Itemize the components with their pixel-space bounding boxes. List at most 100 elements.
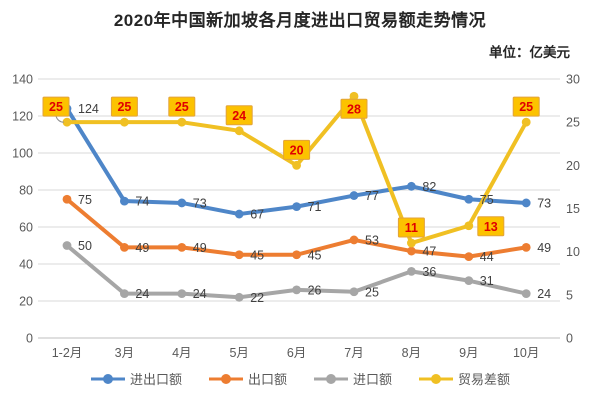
data-point-marker bbox=[407, 267, 416, 276]
data-label: 25 bbox=[365, 285, 379, 299]
data-point-marker bbox=[177, 242, 187, 252]
data-label: 26 bbox=[308, 283, 322, 297]
data-label: 36 bbox=[422, 265, 436, 279]
left-axis-tick-label: 60 bbox=[19, 221, 33, 235]
data-label: 82 bbox=[422, 180, 436, 194]
x-axis-label: 1-2月 bbox=[52, 346, 83, 360]
chart-legend: 进出口额 出口额 进口额 贸易差额 bbox=[0, 369, 600, 388]
legend-item-出口额: 出口额 bbox=[208, 369, 287, 388]
data-point-marker bbox=[464, 252, 474, 261]
legend-marker-icon bbox=[208, 373, 243, 384]
data-point-marker bbox=[234, 126, 244, 136]
boxed-data-label bbox=[42, 96, 70, 117]
data-point-marker bbox=[464, 276, 474, 286]
legend-item-进口额: 进口额 bbox=[313, 369, 392, 388]
data-point-marker bbox=[234, 209, 244, 219]
data-label: 73 bbox=[537, 196, 551, 210]
right-axis-tick-label: 30 bbox=[566, 73, 580, 87]
data-label: 24 bbox=[193, 287, 207, 301]
data-label: 44 bbox=[480, 250, 494, 264]
x-axis-label: 9月 bbox=[459, 346, 478, 360]
data-point-marker bbox=[292, 285, 301, 295]
data-point-marker bbox=[407, 181, 416, 191]
boxed-data-label bbox=[168, 96, 196, 117]
data-label: 45 bbox=[308, 248, 322, 262]
data-label: 24 bbox=[135, 287, 149, 301]
boxed-data-label bbox=[340, 98, 368, 119]
data-point-marker bbox=[521, 289, 531, 298]
data-point-marker bbox=[292, 202, 301, 212]
boxed-data-label-text: 25 bbox=[175, 100, 189, 114]
data-point-marker bbox=[521, 242, 531, 252]
x-axis-label: 6月 bbox=[287, 346, 306, 360]
left-axis-tick-label: 20 bbox=[19, 295, 33, 309]
x-axis-label: 5月 bbox=[229, 346, 248, 360]
boxed-data-label bbox=[225, 105, 253, 126]
data-label: 49 bbox=[193, 241, 207, 255]
data-label: 73 bbox=[193, 196, 207, 210]
right-axis-tick-label: 15 bbox=[566, 202, 580, 216]
right-axis-tick-label: 20 bbox=[566, 159, 580, 173]
legend-marker-icon bbox=[314, 373, 348, 384]
left-axis-tick-label: 100 bbox=[12, 147, 33, 161]
data-point-marker bbox=[177, 289, 187, 298]
data-label: 75 bbox=[480, 193, 494, 207]
data-point-marker bbox=[292, 160, 301, 170]
boxed-data-label-text: 25 bbox=[117, 100, 131, 114]
legend-label: 贸易差额 bbox=[458, 372, 511, 387]
boxed-data-label bbox=[110, 96, 138, 117]
left-axis-tick-label: 120 bbox=[12, 110, 33, 124]
data-label: 31 bbox=[480, 274, 494, 288]
boxed-data-label bbox=[477, 216, 505, 237]
data-point-marker bbox=[62, 194, 72, 204]
data-point-marker bbox=[521, 198, 531, 208]
data-label: 50 bbox=[78, 239, 92, 253]
x-axis-label: 8月 bbox=[402, 346, 421, 360]
boxed-data-label-text: 25 bbox=[519, 100, 533, 114]
x-axis-label: 3月 bbox=[115, 346, 134, 360]
data-point-marker bbox=[62, 241, 72, 250]
boxed-data-label-text: 20 bbox=[290, 143, 304, 157]
data-point-marker bbox=[349, 235, 359, 245]
data-label: 75 bbox=[78, 193, 92, 207]
data-label: 74 bbox=[135, 195, 149, 209]
data-point-marker bbox=[120, 242, 129, 252]
data-point-marker bbox=[177, 198, 187, 208]
left-axis-tick-label: 140 bbox=[12, 73, 33, 87]
right-axis-tick-label: 25 bbox=[566, 116, 580, 130]
data-label: 53 bbox=[365, 233, 379, 247]
data-point-marker bbox=[407, 238, 416, 248]
legend-item-进出口额: 进出口额 bbox=[90, 369, 182, 388]
boxed-data-label-text: 13 bbox=[484, 220, 498, 234]
data-point-marker bbox=[521, 117, 531, 127]
legend-item-贸易差额: 贸易差额 bbox=[418, 369, 510, 388]
data-point-marker bbox=[464, 221, 474, 231]
data-point-marker bbox=[292, 250, 301, 260]
label-leader-line bbox=[55, 115, 65, 123]
legend-marker-icon bbox=[419, 373, 454, 384]
data-point-marker bbox=[120, 289, 129, 298]
boxed-data-label-text: 25 bbox=[49, 100, 63, 114]
legend-label: 进出口额 bbox=[129, 372, 182, 387]
legend-marker-icon bbox=[90, 373, 125, 384]
right-axis-tick-label: 10 bbox=[566, 245, 580, 259]
data-label: 71 bbox=[308, 200, 322, 214]
boxed-data-label bbox=[397, 217, 425, 238]
boxed-data-label-text: 24 bbox=[232, 109, 246, 123]
data-label: 45 bbox=[250, 248, 264, 262]
right-axis-tick-label: 0 bbox=[566, 332, 573, 346]
data-point-marker bbox=[120, 196, 129, 206]
left-axis-tick-label: 0 bbox=[26, 332, 33, 346]
left-axis-tick-label: 40 bbox=[19, 258, 33, 272]
boxed-data-label-text: 28 bbox=[347, 102, 361, 116]
legend-label: 进口额 bbox=[353, 372, 393, 387]
data-point-marker bbox=[62, 117, 72, 127]
data-point-marker bbox=[177, 117, 187, 127]
x-axis-label: 10月 bbox=[513, 346, 539, 360]
data-point-marker bbox=[234, 250, 244, 260]
x-axis-label: 4月 bbox=[172, 346, 191, 360]
chart-title: 2020年中国新加坡各月度进出口贸易额走势情况 bbox=[113, 11, 487, 30]
data-label: 49 bbox=[135, 241, 149, 255]
right-axis-tick-label: 5 bbox=[566, 288, 573, 302]
left-axis-tick-label: 80 bbox=[19, 184, 33, 198]
